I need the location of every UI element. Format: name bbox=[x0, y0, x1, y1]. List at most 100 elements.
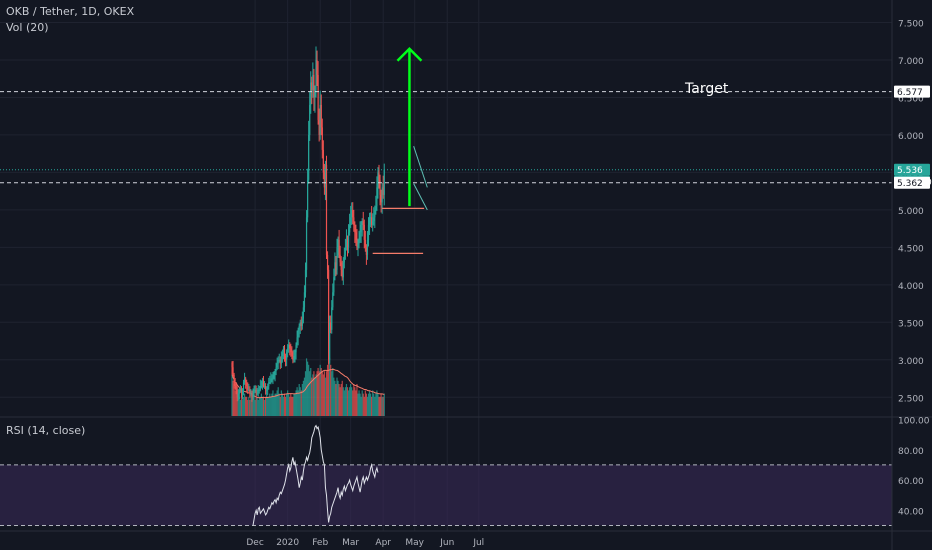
candle-body bbox=[308, 134, 310, 180]
candle-body bbox=[370, 217, 372, 219]
candle bbox=[305, 210, 308, 278]
candle bbox=[310, 71, 312, 114]
candle-body bbox=[236, 389, 238, 398]
candle-body bbox=[340, 262, 342, 270]
candle-body bbox=[239, 389, 241, 391]
volume-bar bbox=[298, 384, 300, 416]
candle-body bbox=[345, 239, 348, 248]
volume-bar bbox=[373, 393, 375, 416]
volume-bar bbox=[296, 387, 298, 416]
candle-body bbox=[295, 344, 297, 353]
candle bbox=[317, 61, 319, 125]
volume-bar bbox=[251, 400, 253, 416]
volume-bar bbox=[315, 374, 317, 416]
volume-bar bbox=[284, 396, 287, 416]
candle-body bbox=[321, 127, 323, 150]
candle-body bbox=[254, 389, 256, 391]
rsi-tick-label: 40.00 bbox=[898, 507, 924, 517]
candle bbox=[325, 155, 328, 259]
candle bbox=[332, 283, 334, 311]
candle bbox=[238, 387, 240, 399]
candle-body bbox=[232, 367, 234, 375]
candle bbox=[290, 343, 292, 357]
volume-bar bbox=[239, 400, 241, 416]
price-tick-label: 4.000 bbox=[898, 282, 924, 292]
candle-body bbox=[249, 389, 251, 394]
candle bbox=[380, 189, 382, 213]
volume-bar bbox=[301, 384, 303, 416]
rsi-tick-label: 60.00 bbox=[898, 477, 924, 487]
candle-body bbox=[293, 356, 295, 360]
candle bbox=[231, 361, 233, 375]
candle-body bbox=[278, 359, 280, 361]
last-price-tag: 5.536 bbox=[894, 163, 930, 176]
volume-indicator-label: Vol (20) bbox=[6, 21, 49, 34]
candle-body bbox=[355, 232, 357, 240]
volume-bar bbox=[356, 384, 358, 416]
candle-body bbox=[343, 254, 345, 263]
volume-bar bbox=[335, 384, 337, 416]
candle bbox=[287, 344, 289, 358]
symbol-title: OKB / Tether, 1D, OKEX bbox=[6, 5, 135, 18]
candle-body bbox=[332, 292, 334, 308]
candle bbox=[365, 244, 367, 265]
volume-bar bbox=[337, 380, 339, 416]
candle-body bbox=[300, 322, 302, 327]
candle-body bbox=[331, 307, 333, 330]
volume-bar bbox=[316, 371, 318, 416]
candle bbox=[352, 202, 354, 225]
candle-body bbox=[282, 348, 285, 353]
candle-body bbox=[241, 389, 244, 394]
target-price-tag-text: 6.577 bbox=[897, 88, 923, 98]
volume-bar bbox=[282, 396, 285, 416]
candle bbox=[314, 85, 316, 113]
candle-body bbox=[246, 382, 248, 387]
volume-bar bbox=[237, 393, 239, 416]
candle bbox=[281, 349, 283, 363]
candle-body bbox=[290, 348, 292, 353]
candle bbox=[273, 371, 275, 380]
volume-bar bbox=[255, 396, 257, 416]
candle-body bbox=[274, 371, 276, 375]
candle-body bbox=[267, 386, 269, 390]
volume-bar bbox=[362, 393, 364, 416]
target-price-tag-bg bbox=[894, 85, 930, 98]
candle bbox=[336, 238, 338, 275]
candle bbox=[236, 386, 238, 402]
candle-body bbox=[359, 232, 361, 240]
time-tick-label: Dec bbox=[246, 538, 263, 548]
candle bbox=[263, 380, 266, 389]
candle bbox=[239, 385, 241, 393]
candle-body bbox=[235, 386, 237, 390]
time-tick-label: Jun bbox=[439, 538, 454, 548]
volume-bar bbox=[370, 393, 372, 416]
candle bbox=[271, 374, 273, 383]
candle-body bbox=[360, 224, 362, 233]
candle-body bbox=[367, 224, 370, 240]
candle bbox=[313, 68, 315, 111]
candle-body bbox=[372, 221, 374, 225]
candle bbox=[269, 375, 271, 384]
candle bbox=[319, 90, 321, 140]
volume-bar bbox=[340, 384, 342, 416]
volume-bar bbox=[244, 393, 246, 416]
prev-level-tag-text: 5.362 bbox=[897, 179, 923, 189]
candle-body bbox=[288, 344, 290, 349]
volume-bar bbox=[321, 371, 323, 416]
candle bbox=[357, 238, 359, 257]
volume-bar bbox=[364, 390, 366, 416]
volume-bar bbox=[331, 371, 333, 416]
candle bbox=[375, 195, 377, 215]
candle-body bbox=[361, 221, 363, 225]
volume-bar bbox=[246, 396, 248, 416]
volume-bar bbox=[332, 368, 334, 416]
volume-bar bbox=[291, 396, 293, 416]
candle bbox=[340, 256, 342, 277]
price-tick-label: 6.000 bbox=[898, 132, 924, 142]
candle bbox=[331, 300, 333, 334]
candle bbox=[339, 245, 341, 267]
candle-body bbox=[366, 239, 369, 255]
candle-body bbox=[255, 389, 257, 394]
time-tick-label: Feb bbox=[312, 538, 328, 548]
